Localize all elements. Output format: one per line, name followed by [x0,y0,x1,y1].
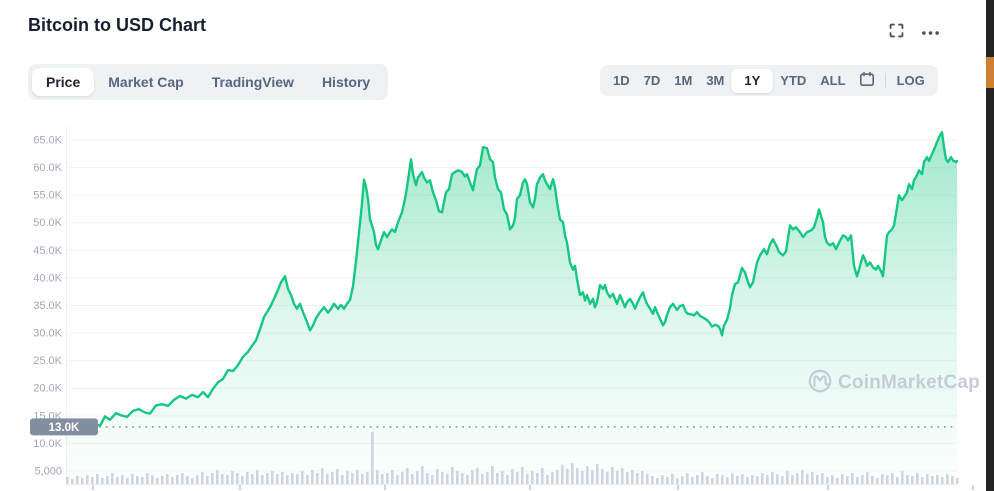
scrollbar-marker [986,57,994,88]
y-tick-label: 65.0K [33,134,62,146]
range-1y[interactable]: 1Y [731,68,774,93]
chart-type-tabs: Price Market Cap TradingView History [28,64,389,100]
y-tick-label: 25.0K [33,355,62,367]
coinmarketcap-logo-icon [808,369,832,393]
y-tick-label: 5,000 [34,466,62,478]
open-price-badge: 13.0K [30,418,98,436]
y-tick-label: 30.0K [33,328,62,340]
calendar-button[interactable] [853,69,881,93]
page-scrollbar[interactable] [986,0,994,491]
range-ytd[interactable]: YTD [773,69,813,93]
tab-price[interactable]: Price [32,68,95,96]
fullscreen-icon [888,22,905,42]
open-price-label: 13.0K [49,422,80,434]
range-1m[interactable]: 1M [667,69,699,93]
price-line [64,131,959,430]
y-tick-label: 10.0K [33,438,62,450]
y-tick-label: 55.0K [33,190,62,202]
range-3m[interactable]: 3M [699,69,731,93]
range-all[interactable]: ALL [813,69,852,93]
y-tick-label: 50.0K [33,217,62,229]
time-range-controls: 1D 7D 1M 3M 1Y YTD ALL LOG [600,65,938,96]
fullscreen-button[interactable] [884,21,908,43]
coinmarketcap-watermark: CoinMarketCap [808,369,980,393]
y-tick-label: 35.0K [33,300,62,312]
tab-tradingview[interactable]: TradingView [198,68,308,96]
tab-history[interactable]: History [308,68,384,96]
range-7d[interactable]: 7D [637,69,668,93]
calendar-icon [859,71,875,90]
log-scale-toggle[interactable]: LOG [890,69,932,93]
y-tick-label: 45.0K [33,245,62,257]
range-1d[interactable]: 1D [606,69,637,93]
page-title: Bitcoin to USD Chart [28,15,206,35]
more-options-button[interactable] [918,21,942,43]
svg-text:CoinMarketCap: CoinMarketCap [838,372,980,393]
price-area-fill [66,132,957,485]
divider [884,73,886,88]
y-tick-label: 40.0K [33,272,62,284]
tab-market-cap[interactable]: Market Cap [94,68,197,96]
y-tick-label: 20.0K [33,383,62,395]
ellipsis-icon [921,25,940,40]
y-tick-label: 60.0K [33,162,62,174]
x-axis-ticks [92,485,974,490]
y-axis-labels: 65.0K 60.0K 55.0K 50.0K 45.0K 40.0K 35.0K 30.0K… [33,134,62,477]
volume-bars [66,432,959,484]
